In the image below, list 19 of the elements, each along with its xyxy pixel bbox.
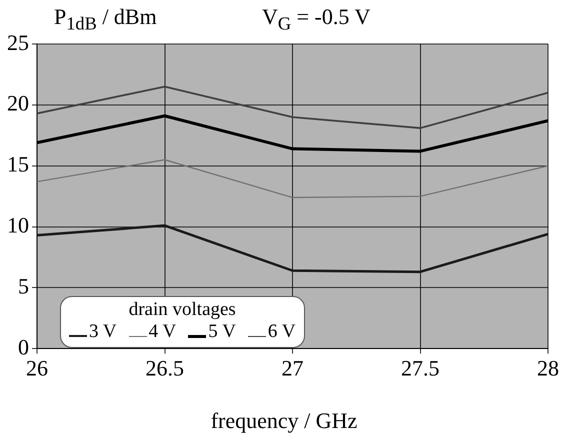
x-tick-label: 26: [26, 356, 48, 381]
legend-title: drain voltages: [128, 299, 237, 321]
x-tick-label: 28: [537, 356, 559, 381]
legend-label: 6 V: [268, 321, 296, 343]
y-tick-label: 5: [18, 273, 29, 298]
legend-label: 3 V: [89, 321, 117, 343]
y-tick-label: 10: [7, 212, 29, 238]
legend-label: 4 V: [148, 321, 176, 343]
x-tick-label: 27: [282, 356, 304, 381]
y-tick-label: 25: [7, 30, 29, 55]
y-axis-title: P$_{1dB}$ / dBm: [54, 4, 157, 34]
x-tick-label: 26.5: [146, 356, 184, 381]
chart-title: V$_{G}$ = -0.5 V: [262, 4, 370, 34]
y-tick-label: 15: [7, 152, 29, 177]
y-tick-label: 20: [7, 90, 29, 116]
legend-label: 5 V: [208, 321, 236, 343]
y-tick-label: 0: [18, 334, 29, 360]
x-tick-label: 27.5: [401, 356, 440, 381]
x-axis-title: frequency / GHz: [210, 408, 358, 433]
